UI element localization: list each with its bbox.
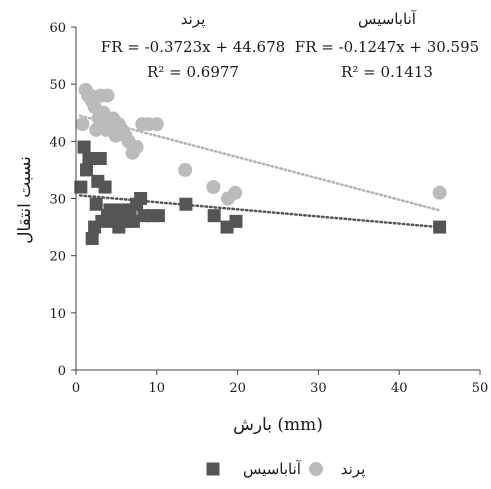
data-point-square xyxy=(89,197,103,211)
data-point-square xyxy=(80,163,94,177)
x-tick-label: 40 xyxy=(391,381,408,396)
data-point-circle xyxy=(89,122,104,137)
annotation-equation: FR = -0.1247x + 30.595 xyxy=(295,38,479,56)
x-tick-label: 10 xyxy=(149,381,166,396)
legend-marker-square xyxy=(206,462,220,476)
y-tick-label: 40 xyxy=(49,135,66,150)
legend-label: آناباسیس xyxy=(243,460,302,478)
data-point-square xyxy=(98,180,112,194)
legend-label: پرند xyxy=(341,460,366,478)
data-point-square xyxy=(151,209,165,223)
annotation-r2: R² = 0.1413 xyxy=(341,63,433,81)
data-point-circle xyxy=(432,185,447,200)
y-tick-label: 50 xyxy=(49,78,66,93)
x-tick-label: 30 xyxy=(310,381,327,396)
y-axis-title: نسبت انتقال xyxy=(15,156,35,244)
data-point-square xyxy=(179,197,193,211)
data-point-square xyxy=(433,220,447,234)
y-tick-label: 30 xyxy=(49,193,66,208)
y-tick-label: 60 xyxy=(49,21,66,36)
data-point-circle xyxy=(206,180,221,195)
x-tick-label: 50 xyxy=(472,381,489,396)
data-point-circle xyxy=(149,117,164,132)
data-point-circle xyxy=(100,88,115,103)
data-point-circle xyxy=(228,185,243,200)
data-point-square xyxy=(134,192,148,205)
data-point-circle xyxy=(75,117,90,132)
trendline-series-1 xyxy=(78,114,441,212)
data-point-circle xyxy=(129,140,144,155)
data-point-circle xyxy=(178,162,193,177)
data-point-square xyxy=(126,214,140,228)
data-point-square xyxy=(77,140,91,154)
annotation-r2: R² = 0.6977 xyxy=(147,63,239,81)
annotation-series-name: آناباسیس xyxy=(358,10,417,28)
data-point-square xyxy=(93,151,107,165)
data-point-square xyxy=(74,180,88,194)
y-tick-label: 10 xyxy=(49,307,66,322)
annotation-series-name: پرند xyxy=(181,10,206,28)
data-point-square xyxy=(229,214,243,228)
x-axis-title: بارش (mm) xyxy=(233,415,323,435)
data-point-square xyxy=(82,151,96,165)
x-tick-label: 20 xyxy=(229,381,246,396)
x-tick-label: 0 xyxy=(72,381,80,396)
data-point-square xyxy=(207,209,221,223)
data-point-square xyxy=(85,232,99,246)
y-tick-label: 0 xyxy=(58,364,66,379)
legend-marker-circle xyxy=(309,462,323,476)
y-tick-label: 20 xyxy=(49,250,66,265)
annotation-equation: FR = -0.3723x + 44.678 xyxy=(101,38,285,56)
